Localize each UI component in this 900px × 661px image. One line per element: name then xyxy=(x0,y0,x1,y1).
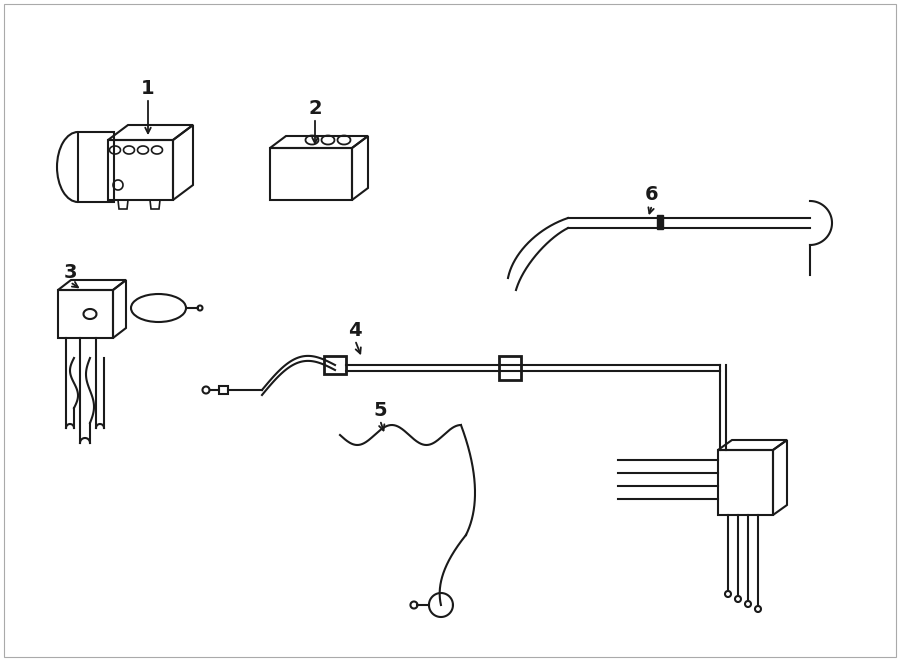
Bar xyxy=(324,356,346,374)
Text: 4: 4 xyxy=(348,321,362,340)
Bar xyxy=(657,215,663,229)
Text: 6: 6 xyxy=(645,186,659,204)
Text: 2: 2 xyxy=(308,98,322,118)
Bar xyxy=(78,132,114,202)
Text: 5: 5 xyxy=(374,401,387,420)
Text: 3: 3 xyxy=(63,262,76,282)
Bar xyxy=(499,356,521,380)
Bar xyxy=(219,386,228,394)
Text: 1: 1 xyxy=(141,79,155,98)
